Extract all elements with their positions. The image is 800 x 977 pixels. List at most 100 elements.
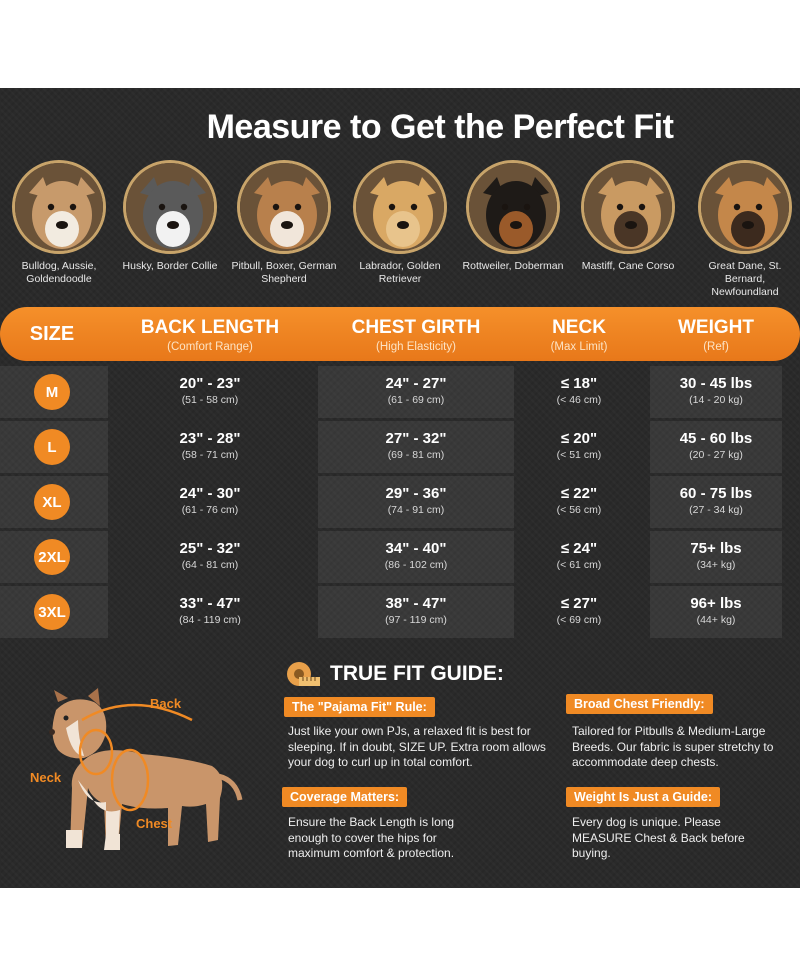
weight-metric: (20 - 27 kg) [689, 449, 743, 461]
header-weight-label: WEIGHT [678, 317, 754, 338]
back-cell: 24" - 30" (61 - 76 cm) [110, 476, 310, 528]
breed-caption: Labrador, Golden Retriever [359, 260, 441, 285]
back-cell: 33" - 47" (84 - 119 cm) [110, 586, 310, 638]
weight-value: 60 - 75 lbs [679, 485, 753, 502]
header-size-label: SIZE [29, 323, 75, 345]
weight-value: 45 - 60 lbs [679, 430, 753, 447]
pitbull-illustration-icon [49, 688, 243, 850]
pajama-fit-tag: The "Pajama Fit" Rule: [284, 697, 435, 717]
back-label: Back [150, 696, 182, 711]
guide-title: TRUE FIT GUIDE: [330, 662, 504, 685]
breed-caption: Rottweiler, Doberman [462, 260, 564, 272]
chest-cell: 29" - 36" (74 - 91 cm) [318, 476, 514, 528]
size-badge: 2XL [34, 539, 70, 575]
size-badge: L [34, 429, 70, 465]
weight-metric: (14 - 20 kg) [689, 394, 743, 406]
neck-value: ≤ 24" [560, 540, 598, 557]
back-cell: 20" - 23" (51 - 58 cm) [110, 366, 310, 418]
size-cell: L [0, 421, 108, 473]
header-neck: NECK (Max Limit) [514, 307, 644, 361]
weight-guide-text: Every dog is unique. Please MEASURE Ches… [572, 815, 745, 860]
breed-item: Labrador, Golden Retriever [345, 160, 455, 286]
great-dane-face-icon [698, 160, 792, 254]
breed-caption: Pitbull, Boxer, German Shepherd [231, 260, 337, 285]
breed-item: Mastiff, Cane Corso [573, 160, 683, 273]
weight-guide-tag: Weight Is Just a Guide: [566, 787, 720, 807]
size-cell: XL [0, 476, 108, 528]
weight-metric: (27 - 34 kg) [689, 504, 743, 516]
table-row: 3XL 33" - 47" (84 - 119 cm) 38" - 47" (97 - … [0, 586, 800, 640]
neck-cell: ≤ 27" (< 69 cm) [514, 586, 644, 638]
breed-caption: Great Dane, St. Bernard, Newfoundland [708, 260, 782, 298]
header-neck-label: NECK [552, 317, 606, 338]
neck-cell: ≤ 24" (< 61 cm) [514, 531, 644, 583]
weight-value: 96+ lbs [690, 595, 742, 612]
size-cell: M [0, 366, 108, 418]
mastiff-face-icon [581, 160, 675, 254]
breed-item: Bulldog, Aussie, Goldendoodle [4, 160, 114, 286]
back-value: 23" - 28" [179, 430, 241, 447]
broad-chest-text: Tailored for Pitbulls & Medium-Large Bre… [572, 724, 774, 769]
breed-caption: Husky, Border Collie [122, 260, 218, 272]
chest-metric: (69 - 81 cm) [387, 449, 445, 461]
breed-item: Rottweiler, Doberman [458, 160, 568, 273]
chest-cell: 34" - 40" (86 - 102 cm) [318, 531, 514, 583]
page-title: Measure to Get the Perfect Fit [206, 108, 674, 146]
chest-value: 29" - 36" [385, 485, 447, 502]
header-weight-sub: (Ref) [703, 341, 729, 353]
weight-metric: (34+ kg) [696, 559, 736, 571]
back-value: 33" - 47" [179, 595, 241, 612]
true-fit-guide-heading: TRUE FIT GUIDE: [286, 656, 504, 692]
weight-value: 75+ lbs [690, 540, 742, 557]
chest-metric: (86 - 102 cm) [384, 559, 448, 571]
neck-value: ≤ 18" [560, 375, 598, 392]
table-row: L 23" - 28" (58 - 71 cm) 27" - 32" (69 - 81 … [0, 421, 800, 475]
header-neck-sub: (Max Limit) [550, 341, 608, 353]
bulldog-face-icon [12, 160, 106, 254]
chest-cell: 24" - 27" (61 - 69 cm) [318, 366, 514, 418]
header-weight: WEIGHT (Ref) [650, 307, 782, 361]
breed-item: Husky, Border Collie [115, 160, 225, 273]
coverage-text: Ensure the Back Length is long enough to… [288, 815, 455, 860]
size-cell: 2XL [0, 531, 108, 583]
size-badge: XL [34, 484, 70, 520]
neck-metric: (< 69 cm) [556, 614, 602, 626]
weight-metric: (44+ kg) [696, 614, 736, 626]
header-chest-girth: CHEST GIRTH (High Elasticity) [318, 307, 514, 361]
neck-metric: (< 51 cm) [556, 449, 602, 461]
measuring-tape-icon [287, 662, 320, 686]
chest-metric: (97 - 119 cm) [385, 614, 447, 626]
chest-metric: (74 - 91 cm) [387, 504, 445, 516]
table-header: SIZE BACK LENGTH (Comfort Range) CHEST G… [0, 307, 800, 361]
breed-item: Great Dane, St. Bernard, Newfoundland [690, 160, 800, 299]
chest-value: 38" - 47" [385, 595, 447, 612]
table-row: M 20" - 23" (51 - 58 cm) 24" - 27" (61 - 69 … [0, 366, 800, 420]
header-back-sub: (Comfort Range) [167, 341, 253, 353]
chest-value: 34" - 40" [385, 540, 447, 557]
weight-value: 30 - 45 lbs [679, 375, 753, 392]
chest-value: 27" - 32" [385, 430, 447, 447]
weight-cell: 96+ lbs (44+ kg) [650, 586, 782, 638]
breed-gallery: Bulldog, Aussie, Goldendoodle Husky, Bord… [0, 160, 800, 298]
header-chest-sub: (High Elasticity) [376, 341, 456, 353]
chest-label: Chest [136, 816, 173, 831]
chest-metric: (61 - 69 cm) [387, 394, 445, 406]
table-row: XL 24" - 30" (61 - 76 cm) 29" - 36" (74 - 91… [0, 476, 800, 530]
chest-cell: 27" - 32" (69 - 81 cm) [318, 421, 514, 473]
breed-caption: Bulldog, Aussie, Goldendoodle [21, 260, 97, 285]
weight-cell: 30 - 45 lbs (14 - 20 kg) [650, 366, 782, 418]
neck-cell: ≤ 22" (< 56 cm) [514, 476, 644, 528]
back-metric: (84 - 119 cm) [179, 614, 241, 626]
back-cell: 23" - 28" (58 - 71 cm) [110, 421, 310, 473]
pajama-fit-text: Just like your own PJs, a relaxed fit is… [288, 724, 546, 769]
weight-cell: 60 - 75 lbs (27 - 34 kg) [650, 476, 782, 528]
neck-label: Neck [30, 770, 62, 785]
back-metric: (58 - 71 cm) [181, 449, 239, 461]
back-metric: (51 - 58 cm) [181, 394, 239, 406]
weight-cell: 75+ lbs (34+ kg) [650, 531, 782, 583]
neck-metric: (< 61 cm) [556, 559, 602, 571]
neck-metric: (< 56 cm) [556, 504, 602, 516]
header-back-length: BACK LENGTH (Comfort Range) [110, 307, 310, 361]
size-cell: 3XL [0, 586, 108, 638]
header-back-label: BACK LENGTH [140, 317, 280, 338]
